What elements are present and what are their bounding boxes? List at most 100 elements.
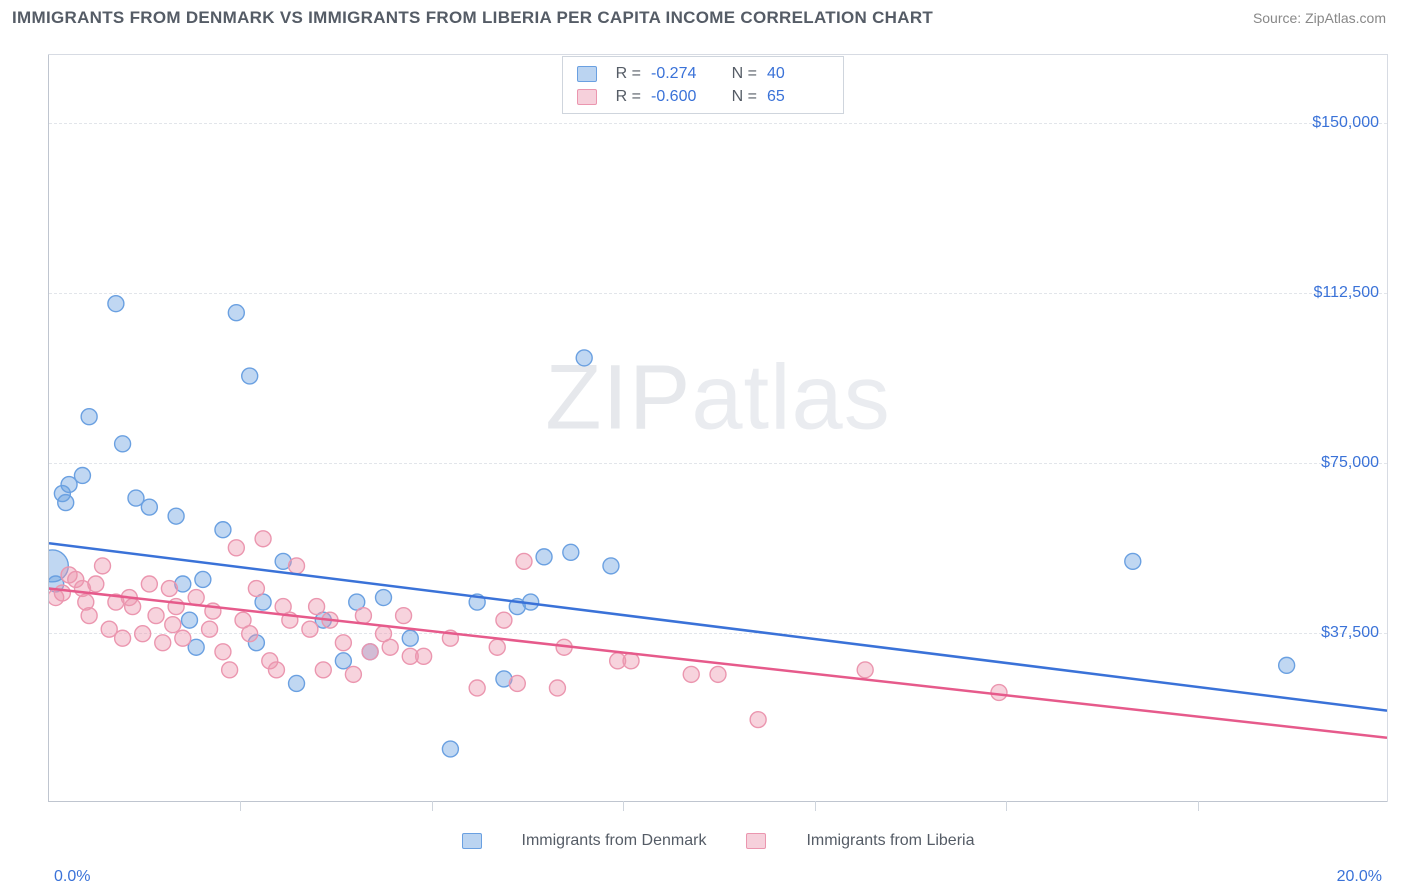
point-liberia xyxy=(516,553,532,569)
point-liberia xyxy=(222,662,238,678)
source-name: ZipAtlas.com xyxy=(1305,10,1386,26)
point-denmark xyxy=(536,549,552,565)
point-liberia xyxy=(416,648,432,664)
swatch-liberia-icon xyxy=(577,89,597,105)
point-denmark xyxy=(141,499,157,515)
point-liberia xyxy=(683,666,699,682)
point-liberia xyxy=(88,576,104,592)
point-liberia xyxy=(248,581,264,597)
y-tick-label: $112,500 xyxy=(1313,284,1379,302)
source-credit: Source: ZipAtlas.com xyxy=(1253,10,1386,26)
point-liberia xyxy=(155,635,171,651)
point-liberia xyxy=(710,666,726,682)
point-liberia xyxy=(255,531,271,547)
point-liberia xyxy=(268,662,284,678)
point-denmark xyxy=(402,630,418,646)
point-liberia xyxy=(857,662,873,678)
point-liberia xyxy=(315,662,331,678)
chart-title: IMMIGRANTS FROM DENMARK VS IMMIGRANTS FR… xyxy=(12,8,933,28)
point-liberia xyxy=(125,599,141,615)
point-liberia xyxy=(469,680,485,696)
stats-legend-box: R = -0.274 N = 40 R = -0.600 N = 65 xyxy=(562,56,844,114)
point-liberia xyxy=(750,712,766,728)
point-denmark xyxy=(376,590,392,606)
y-tick-label: $37,500 xyxy=(1321,624,1379,642)
point-liberia xyxy=(161,581,177,597)
point-liberia xyxy=(509,675,525,691)
legend-label-denmark: Immigrants from Denmark xyxy=(522,832,707,850)
point-liberia xyxy=(81,608,97,624)
series-legend: Immigrants from Denmark Immigrants from … xyxy=(48,802,1388,850)
legend-label-liberia: Immigrants from Liberia xyxy=(806,832,974,850)
y-tick-label: $150,000 xyxy=(1312,114,1379,132)
point-denmark xyxy=(335,653,351,669)
x-axis-area: Immigrants from Denmark Immigrants from … xyxy=(48,802,1388,892)
point-liberia xyxy=(496,612,512,628)
point-liberia xyxy=(115,630,131,646)
point-denmark xyxy=(442,741,458,757)
x-max-label: 20.0% xyxy=(1337,868,1382,886)
R-label: R = xyxy=(607,62,641,85)
point-liberia xyxy=(148,608,164,624)
point-denmark xyxy=(81,409,97,425)
point-liberia xyxy=(175,630,191,646)
legend-swatch-denmark-icon xyxy=(462,833,482,849)
trendline-liberia xyxy=(49,589,1387,738)
N-value-denmark: 40 xyxy=(767,62,829,85)
R-value-denmark: -0.274 xyxy=(651,62,713,85)
point-denmark xyxy=(228,305,244,321)
scatter-svg xyxy=(49,55,1387,801)
point-denmark xyxy=(1279,657,1295,673)
stats-row-liberia: R = -0.600 N = 65 xyxy=(577,85,829,108)
chart-header: IMMIGRANTS FROM DENMARK VS IMMIGRANTS FR… xyxy=(0,0,1406,32)
point-denmark xyxy=(168,508,184,524)
point-denmark xyxy=(195,571,211,587)
R-value-liberia: -0.600 xyxy=(651,85,713,108)
N-label: N = xyxy=(723,62,757,85)
point-liberia xyxy=(228,540,244,556)
point-liberia xyxy=(302,621,318,637)
y-tick-label: $75,000 xyxy=(1321,454,1379,472)
point-denmark xyxy=(74,467,90,483)
point-liberia xyxy=(141,576,157,592)
point-liberia xyxy=(215,644,231,660)
chart-area: $37,500$75,000$112,500$150,000 ZIPatlas xyxy=(48,54,1388,802)
swatch-denmark-icon xyxy=(577,66,597,82)
point-liberia xyxy=(396,608,412,624)
point-liberia xyxy=(362,644,378,660)
point-liberia xyxy=(309,599,325,615)
point-denmark xyxy=(215,522,231,538)
point-denmark xyxy=(242,368,258,384)
stats-row-denmark: R = -0.274 N = 40 xyxy=(577,62,829,85)
point-denmark xyxy=(58,495,74,511)
N-label-2: N = xyxy=(723,85,757,108)
point-liberia xyxy=(335,635,351,651)
point-liberia xyxy=(991,685,1007,701)
point-liberia xyxy=(289,558,305,574)
point-liberia xyxy=(54,585,70,601)
point-denmark xyxy=(108,296,124,312)
point-denmark xyxy=(576,350,592,366)
point-liberia xyxy=(355,608,371,624)
point-liberia xyxy=(95,558,111,574)
x-min-label: 0.0% xyxy=(54,868,90,886)
plot-area: $37,500$75,000$112,500$150,000 ZIPatlas xyxy=(48,55,1387,802)
N-value-liberia: 65 xyxy=(767,85,829,108)
point-liberia xyxy=(202,621,218,637)
point-denmark xyxy=(1125,553,1141,569)
point-liberia xyxy=(165,617,181,633)
point-denmark xyxy=(182,612,198,628)
point-liberia xyxy=(489,639,505,655)
point-liberia xyxy=(345,666,361,682)
point-liberia xyxy=(242,626,258,642)
point-denmark xyxy=(563,544,579,560)
x-range-labels: 0.0% 20.0% xyxy=(48,868,1388,886)
R-label-2: R = xyxy=(607,85,641,108)
point-liberia xyxy=(135,626,151,642)
point-denmark xyxy=(603,558,619,574)
point-liberia xyxy=(382,639,398,655)
legend-swatch-liberia-icon xyxy=(746,833,766,849)
point-denmark xyxy=(289,675,305,691)
source-prefix: Source: xyxy=(1253,10,1305,26)
point-liberia xyxy=(549,680,565,696)
